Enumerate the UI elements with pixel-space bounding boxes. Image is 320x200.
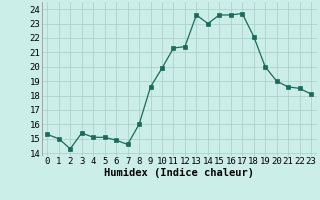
X-axis label: Humidex (Indice chaleur): Humidex (Indice chaleur): [104, 168, 254, 178]
